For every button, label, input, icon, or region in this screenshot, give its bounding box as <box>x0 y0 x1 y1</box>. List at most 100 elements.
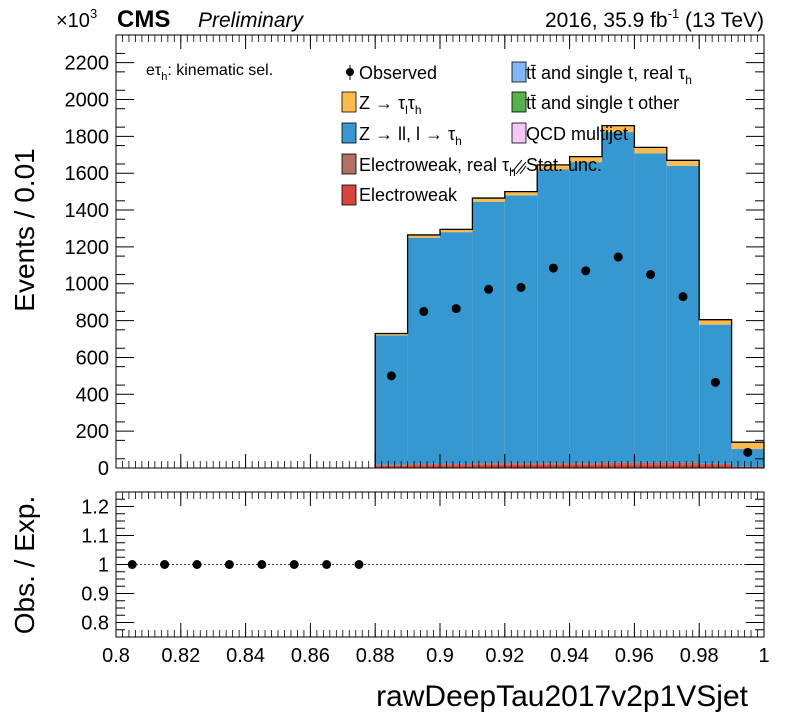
bar-series2-bin19 <box>731 449 764 467</box>
svg-text:Z → ll, l → τh: Z → ll, l → τh <box>359 124 462 148</box>
bar-series2-bin11 <box>472 201 505 464</box>
main-ytick-label: 0 <box>98 458 109 480</box>
svg-text:Stat. unc.: Stat. unc. <box>526 155 602 175</box>
svg-text:QCD multijet: QCD multijet <box>526 124 628 144</box>
main-ytick-label: 1800 <box>65 126 110 148</box>
ratio-point <box>224 560 234 569</box>
bar-series0-bin10 <box>440 465 473 468</box>
xtick-label: 0.88 <box>356 645 395 667</box>
bar-series2-bin17 <box>666 165 700 463</box>
observed-point <box>419 306 429 316</box>
bar-series0-bin19 <box>731 466 764 468</box>
ratio-point <box>160 560 170 569</box>
ratio-ytick-label: 1.1 <box>81 526 109 548</box>
ratio-point <box>289 560 299 569</box>
ratio-point <box>257 560 267 569</box>
legend-entry-stat-unc: Stat. unc. <box>511 155 602 175</box>
bar-series3-bin19 <box>731 442 764 450</box>
legend-entry-tt-other: tt̄ and single t other <box>511 91 679 113</box>
bar-series3-bin16 <box>634 147 667 154</box>
bar-series3-bin18 <box>699 319 732 325</box>
bar-series3-bin14 <box>569 156 602 163</box>
observed-point <box>451 304 461 314</box>
observed-point <box>678 292 688 302</box>
bar-series0-bin9 <box>407 465 440 468</box>
ratio-ylabel: Obs. / Exp. <box>9 496 40 635</box>
hatch-icon <box>511 159 527 175</box>
main-ytick-label: 2200 <box>65 53 110 75</box>
ewk-swatch <box>341 184 357 206</box>
bar-series1-bin17 <box>666 462 700 465</box>
xtick-label: 1 <box>758 645 769 667</box>
observed-point <box>386 371 396 381</box>
lumi-label: 2016, 35.9 fb-1 (13 TeV) <box>545 6 764 32</box>
svg-text:tt̄ and single t, real τh: tt̄ and single t, real τh <box>526 63 692 87</box>
observed-point <box>710 377 720 387</box>
bar-series3-bin10 <box>440 229 473 233</box>
bar-series3-bin17 <box>666 160 700 166</box>
main-ytick-label: 1000 <box>65 274 110 296</box>
bar-series1-bin11 <box>472 463 505 465</box>
bar-series2-bin14 <box>569 162 602 464</box>
xtick-label: 0.9 <box>426 645 454 667</box>
main-ytick-label: 600 <box>76 347 109 369</box>
bar-series0-bin16 <box>634 464 667 468</box>
observed-point <box>743 447 753 457</box>
legend-entry-qcd: QCD multijet <box>511 122 628 144</box>
main-ytick-label: 800 <box>76 311 109 333</box>
legend: Observed Z → τlτh Z → ll, l → τh Electro… <box>341 61 692 206</box>
observed-point <box>581 266 591 276</box>
legend-entry-observed: Observed <box>346 63 437 83</box>
main-ytick-label: 400 <box>76 384 109 406</box>
xtick-label: 0.86 <box>291 645 330 667</box>
observed-point <box>613 252 623 262</box>
bar-series1-bin18 <box>699 463 732 466</box>
legend-entry-tt-real: tt̄ and single t, real τh <box>511 61 692 87</box>
svg-text:Electroweak, real τh: Electroweak, real τh <box>359 155 516 179</box>
bar-series2-bin12 <box>504 195 538 464</box>
main-points <box>386 252 753 457</box>
ztt-swatch <box>341 91 357 113</box>
bar-series1-bin8 <box>375 464 408 466</box>
ratio-ytick-label: 0.8 <box>81 613 109 635</box>
multiplier-label: ×103 <box>56 6 97 32</box>
xtick-label: 0.8 <box>102 645 130 667</box>
svg-text:Observed: Observed <box>359 63 437 83</box>
x-ticks: 0.8 0.82 0.84 0.86 0.88 0.9 0.92 0.94 0.96 0.98 1 <box>102 35 770 667</box>
bar-series3-bin9 <box>407 234 440 238</box>
observed-point <box>646 270 656 280</box>
bar-series1-bin10 <box>440 463 473 466</box>
main-bars <box>375 125 764 468</box>
xtick-label: 0.84 <box>226 645 265 667</box>
main-ytick-label: 2000 <box>65 89 110 111</box>
bar-series1-bin13 <box>537 463 570 465</box>
experiment-label: CMS <box>117 6 170 33</box>
legend-entry-ewk-real: Electroweak, real τh <box>341 153 516 179</box>
bar-series1-bin12 <box>504 463 538 465</box>
ratio-ytick-label: 0.9 <box>81 584 109 606</box>
bar-series1-bin14 <box>569 463 602 465</box>
bar-series3-bin11 <box>472 198 505 202</box>
xtick-label: 0.96 <box>615 645 654 667</box>
svg-text:Z → τlτh: Z → τlτh <box>359 93 422 117</box>
qcd-swatch <box>511 122 527 144</box>
bar-series1-bin9 <box>407 463 440 466</box>
bar-series2-bin10 <box>440 232 473 464</box>
bar-series0-bin12 <box>504 464 538 468</box>
bar-series3-bin8 <box>375 333 408 336</box>
main-ytick-label: 1600 <box>65 163 110 185</box>
status-label: Preliminary <box>198 9 305 32</box>
main-outline <box>374 125 765 468</box>
bar-series0-bin13 <box>537 464 570 468</box>
bar-series1-bin16 <box>634 462 667 465</box>
legend-entry-zll: Z → ll, l → τh <box>341 122 462 148</box>
bar-series2-bin13 <box>537 169 570 464</box>
tt-other-swatch <box>511 91 527 113</box>
ratio-points <box>127 560 364 569</box>
svg-text:Electroweak: Electroweak <box>359 185 458 205</box>
xtick-label: 0.82 <box>161 645 200 667</box>
bar-series0-bin17 <box>666 464 700 468</box>
observed-point <box>516 282 526 292</box>
